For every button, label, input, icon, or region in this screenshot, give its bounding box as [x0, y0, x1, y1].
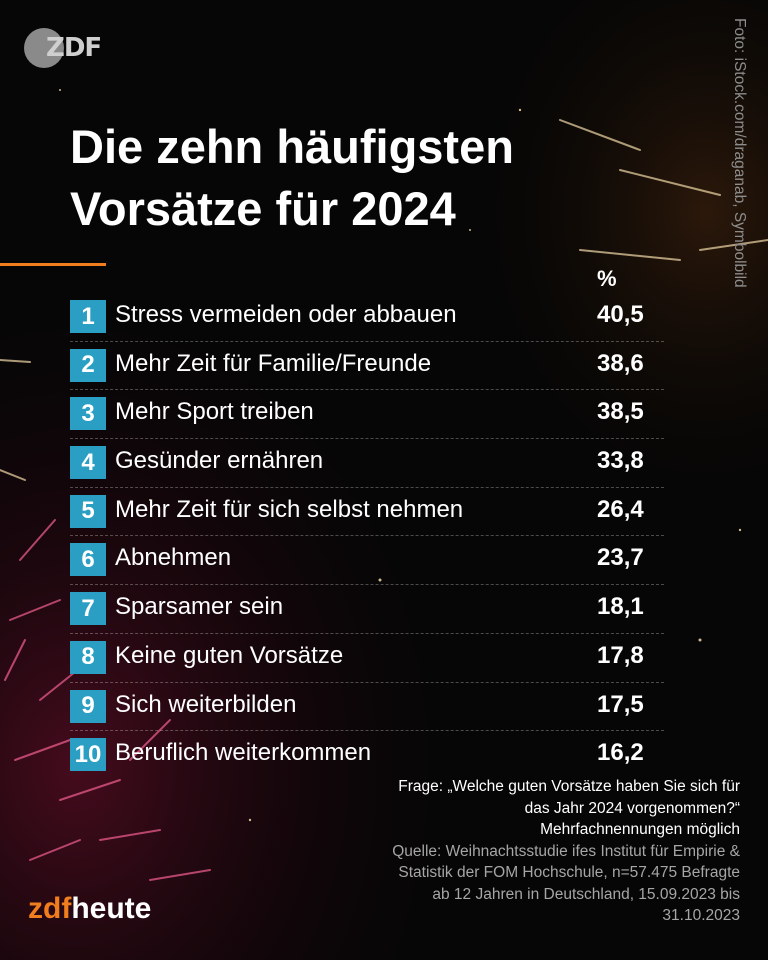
row-value: 16,2: [597, 739, 644, 767]
unit-header: %: [597, 266, 617, 291]
row-label: Mehr Sport treiben: [115, 398, 314, 426]
zdf-logo-text: ZDF: [46, 33, 102, 63]
table-row: 4 Gesünder ernähren 33,8: [70, 439, 664, 488]
row-value: 33,8: [597, 447, 644, 475]
zdfheute-logo-suffix: heute: [71, 892, 152, 925]
photo-credit: Foto: iStock.com/draganab, Symbolbild: [731, 18, 748, 288]
rank-badge: 10: [70, 738, 106, 772]
footnotes: Frage: „Welche guten Vorsätze haben Sie …: [380, 776, 740, 927]
table-row: 9 Sich weiterbilden 17,5: [70, 683, 664, 732]
row-value: 38,6: [597, 349, 644, 377]
zdfheute-logo-prefix: zdf: [28, 892, 72, 925]
row-value: 23,7: [597, 544, 644, 572]
row-value: 18,1: [597, 593, 644, 621]
chart-title: Die zehn häufigsten Vorsätze für 2024: [70, 116, 670, 240]
table-row: 10 Beruflich weiterkommen 16,2: [70, 731, 664, 780]
rank-badge: 3: [70, 397, 106, 431]
table-row: 1 Stress vermeiden oder abbauen 40,5: [70, 293, 664, 342]
zdf-logo: ZDF: [24, 28, 102, 68]
row-label: Sich weiterbilden: [115, 690, 297, 718]
rank-badge: 5: [70, 494, 106, 528]
rank-badge: 6: [70, 543, 106, 577]
ranking-table: 1 Stress vermeiden oder abbauen 40,5 2 Mehr …: [70, 293, 664, 780]
table-row: 3 Mehr Sport treiben 38,5: [70, 390, 664, 440]
rank-badge: 8: [70, 640, 106, 674]
zdf-logo-circle: [24, 28, 64, 68]
row-value: 17,8: [597, 641, 644, 669]
row-label: Beruflich weiterkommen: [115, 739, 372, 767]
survey-question: Frage: „Welche guten Vorsätze haben Sie …: [398, 778, 740, 817]
table-row: 2 Mehr Zeit für Familie/Freunde 38,6: [70, 342, 664, 391]
row-label: Mehr Zeit für Familie/Freunde: [115, 349, 432, 377]
table-row: 8 Keine guten Vorsätze 17,8: [70, 634, 664, 683]
row-label: Mehr Zeit für sich selbst nehmen: [115, 495, 464, 523]
table-row: 7 Sparsamer sein 18,1: [70, 585, 664, 634]
row-label: Keine guten Vorsätze: [115, 641, 344, 669]
rank-badge: 1: [70, 300, 106, 333]
row-value: 17,5: [597, 690, 644, 718]
row-value: 40,5: [597, 301, 644, 328]
multiple-answers-note: Mehrfachnennungen möglich: [540, 821, 740, 838]
title-line-2: Vorsätze für 2024: [70, 182, 456, 235]
zdfheute-logo: zdfheute: [28, 892, 151, 926]
row-label: Gesünder ernähren: [115, 447, 324, 475]
row-value: 26,4: [597, 495, 644, 523]
rank-badge: 7: [70, 592, 106, 626]
source-note: Quelle: Weihnachtsstudie ifes Institut f…: [392, 842, 740, 925]
rank-badge: 2: [70, 348, 106, 382]
table-row: 5 Mehr Zeit für sich selbst nehmen 26,4: [70, 488, 664, 537]
row-label: Stress vermeiden oder abbauen: [115, 301, 457, 328]
row-label: Abnehmen: [115, 544, 232, 572]
table-row: 6 Abnehmen 23,7: [70, 536, 664, 586]
row-value: 38,5: [597, 398, 644, 426]
accent-rule: [0, 263, 106, 266]
title-line-1: Die zehn häufigsten: [70, 120, 514, 173]
rank-badge: 9: [70, 689, 106, 723]
row-label: Sparsamer sein: [115, 593, 284, 621]
rank-badge: 4: [70, 446, 106, 480]
